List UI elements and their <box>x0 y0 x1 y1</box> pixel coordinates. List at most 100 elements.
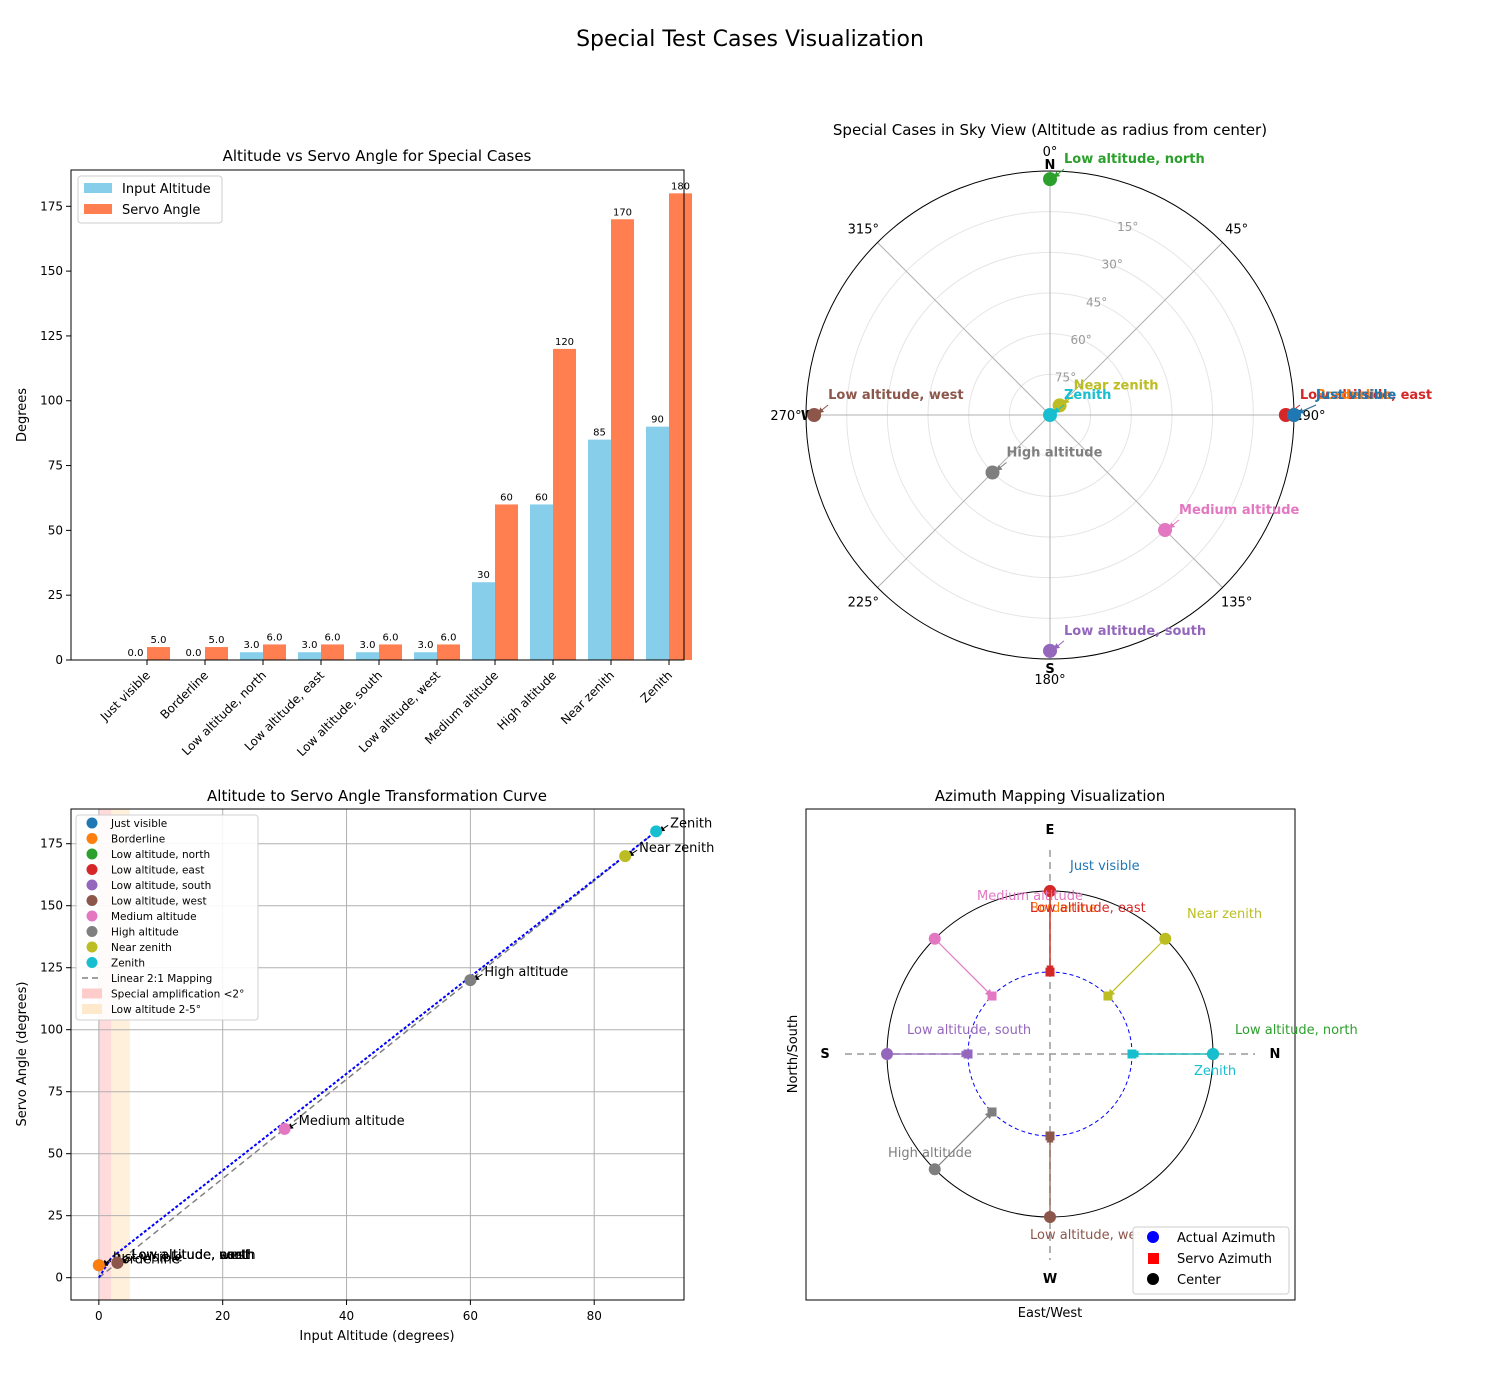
curve-legend: Just visible Borderline Low altitude, nort… <box>75 814 259 1021</box>
sky-point-label-medium-altitude: Medium altitude <box>1179 503 1300 518</box>
legend-label-low-altitude-east: Low altitude, east <box>111 865 204 877</box>
sky-point-label-zenith: Zenith <box>1064 388 1111 403</box>
figure-title: Special Test Cases Visualization <box>576 27 924 52</box>
curve-point-label-low-altitude-north: Low altitude, north <box>131 1248 254 1263</box>
sky-point-label-low-altitude-west: Low altitude, west <box>828 388 963 403</box>
y-tick-label: 50 <box>48 523 63 537</box>
curve-point-zenith <box>650 825 663 838</box>
legend-label-low-altitude-2-5: Low altitude 2-5° <box>111 1004 201 1016</box>
legend-label-servo-angle: Servo Angle <box>122 203 200 218</box>
y-tick-label: 150 <box>40 899 63 913</box>
bar-value-label: 6.0 <box>325 632 341 643</box>
azimuth-title: Azimuth Mapping Visualization <box>935 787 1165 805</box>
x-tick-label: 20 <box>215 1309 230 1323</box>
azimuth-point-label-near-zenith: Near zenith <box>1187 907 1262 922</box>
angle-grid-line <box>877 242 1051 416</box>
servo-azimuth-point-high-altitude <box>987 1107 997 1117</box>
legend-marker-low-altitude-west <box>86 895 98 906</box>
legend-marker-high-altitude <box>86 926 98 937</box>
y-tick-label: 150 <box>40 264 63 278</box>
sky-point-label-high-altitude: High altitude <box>1006 446 1102 461</box>
legend-label-input-altitude: Input Altitude <box>122 182 211 197</box>
bar-value-label: 170 <box>613 207 632 218</box>
bar-value-label: 180 <box>671 181 690 192</box>
actual-azimuth-point-high-altitude <box>928 1163 941 1176</box>
angle-grid-line <box>1049 242 1223 416</box>
sky-point-low-altitude-south <box>1043 643 1057 658</box>
curve-point-label-just-visible: Just visible <box>112 1250 183 1265</box>
bar-value-label: 30 <box>477 570 490 581</box>
y-tick-label: 175 <box>40 837 63 851</box>
legend-label-special-amplification-2: Special amplification <2° <box>111 989 244 1001</box>
direction-label-S: S <box>820 1047 829 1062</box>
bar-value-label: 3.0 <box>244 640 260 651</box>
curve-point-borderline <box>92 1259 105 1272</box>
curve-ylabel: Servo Angle (degrees) <box>15 982 30 1127</box>
transformation-curve-panel: Altitude to Servo Angle Transformation C… <box>15 787 714 1344</box>
bar-servo-angle-low-altitude-north <box>263 644 286 660</box>
bar-chart-frame <box>70 169 685 661</box>
bar-chart-title: Altitude vs Servo Angle for Special Case… <box>223 147 532 165</box>
bar-input-altitude-low-altitude-west <box>414 652 437 660</box>
y-tick-label: 25 <box>48 1209 63 1223</box>
y-tick-label: 25 <box>48 588 63 602</box>
x-tick-label: 80 <box>587 1309 602 1323</box>
legend-label-zenith: Zenith <box>111 958 145 970</box>
sky-point-label-borderline: Borderline <box>1316 388 1393 403</box>
transformation-curve <box>98 830 657 1279</box>
bar-value-label: 6.0 <box>383 632 399 643</box>
legend-label-actual-azimuth: Actual Azimuth <box>1177 1231 1275 1246</box>
servo-azimuth-point-medium-altitude <box>987 991 997 1001</box>
azimuth-xlabel: East/West <box>1018 1306 1082 1321</box>
direction-label-W: W <box>1043 1272 1057 1287</box>
curve-point-low-altitude-west <box>111 1256 124 1269</box>
angle-tick-label: 0° <box>1043 145 1058 160</box>
servo-azimuth-point-zenith <box>1127 1049 1137 1059</box>
bar-chart-panel: Altitude vs Servo Angle for Special Case… <box>15 147 692 759</box>
legend-swatch-servo-angle <box>84 204 112 214</box>
angle-tick-label: 225° <box>848 596 879 611</box>
servo-azimuth-point-low-altitude-west <box>1045 1131 1055 1141</box>
bar-input-altitude-zenith <box>646 426 669 660</box>
bar-value-label: 85 <box>593 428 606 439</box>
bar-input-altitude-medium-altitude <box>472 582 495 660</box>
angle-tick-label: 270° <box>770 409 801 424</box>
cardinal-label-N: N <box>1045 158 1056 173</box>
legend-marker-actual-azimuth <box>1147 1231 1159 1243</box>
y-tick-label: 125 <box>40 329 63 343</box>
x-tick-label: Borderline <box>157 668 211 722</box>
actual-azimuth-point-medium-altitude <box>928 932 941 945</box>
legend-marker-zenith <box>86 957 98 968</box>
angle-grid-line <box>877 414 1051 588</box>
curve-point-label-zenith: Zenith <box>670 816 712 831</box>
legend-marker-center <box>1147 1273 1159 1285</box>
servo-azimuth-point-low-altitude-south <box>963 1049 973 1059</box>
actual-azimuth-point-near-zenith <box>1159 932 1172 945</box>
y-tick-label: 100 <box>40 394 63 408</box>
curve-point-label-high-altitude: High altitude <box>484 965 568 980</box>
sky-point-label-low-altitude-south: Low altitude, south <box>1064 624 1206 639</box>
radius-tick-label: 45° <box>1086 295 1107 309</box>
bar-value-label: 120 <box>555 337 574 348</box>
legend-marker-low-altitude-north <box>86 848 98 860</box>
sky-point-high-altitude <box>985 465 1000 480</box>
bar-servo-angle-near-zenith <box>611 219 634 660</box>
bar-value-label: 6.0 <box>441 632 457 643</box>
servo-azimuth-point-near-zenith <box>1103 991 1113 1001</box>
bar-servo-angle-medium-altitude <box>495 504 518 660</box>
curve-point-label-low-altitude-east: Low altitude, east <box>131 1248 247 1263</box>
y-tick-label: 50 <box>48 1147 63 1161</box>
legend-marker-special-amplification-2 <box>82 988 102 999</box>
bar-servo-angle-just-visible <box>147 647 170 660</box>
bar-input-altitude-low-altitude-east <box>298 652 321 660</box>
azimuth-mapping-panel: Azimuth Mapping Visualization East/West … <box>786 787 1358 1321</box>
legend-label-mapping-line: Linear 2:1 Mapping <box>111 973 212 985</box>
radius-tick-label: 60° <box>1070 333 1091 347</box>
legend-label-low-altitude-north: Low altitude, north <box>111 849 210 861</box>
curve-point-label-low-altitude-south: Low altitude, south <box>131 1248 255 1263</box>
legend-label-medium-altitude: Medium altitude <box>111 911 197 923</box>
mapping-arrow-high-altitude <box>934 1111 993 1170</box>
azimuth-point-label-low-altitude-south: Low altitude, south <box>907 1023 1031 1038</box>
azimuth-point-label-borderline: Borderline <box>1030 901 1097 916</box>
x-tick-label: Zenith <box>638 668 675 705</box>
